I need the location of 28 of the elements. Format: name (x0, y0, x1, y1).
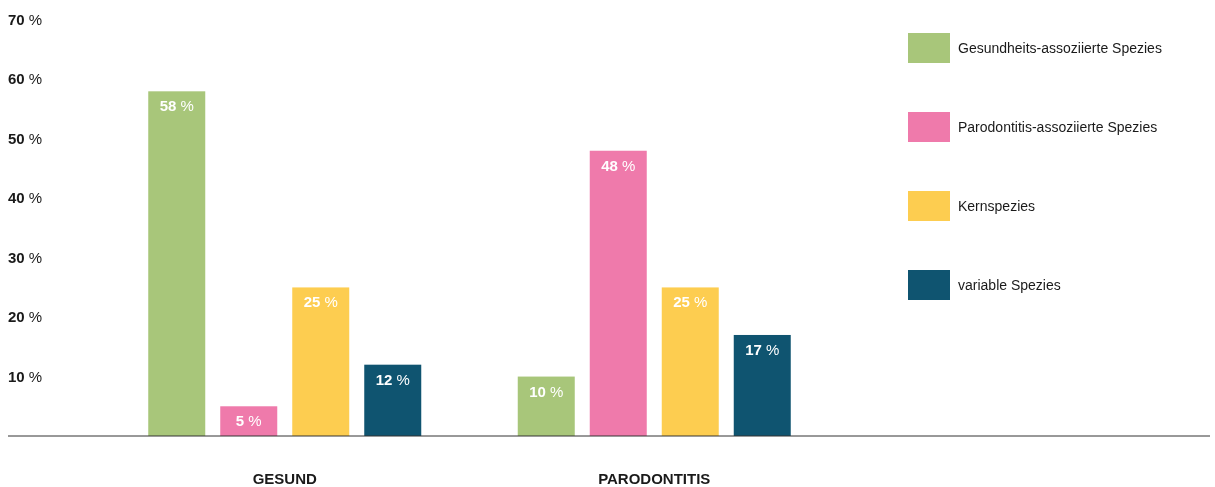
data-label: 17 % (745, 340, 780, 358)
bar (364, 364, 422, 436)
x-tick-label: PARODONTITIS (598, 470, 711, 487)
x-tick-label: GESUND (252, 470, 317, 487)
data-label: 25 % (673, 293, 708, 311)
bar (148, 91, 206, 436)
y-tick-label: 50 % (8, 129, 43, 147)
data-label: 25 % (303, 293, 338, 311)
legend-label: Gesundheits-assoziierte Spezies (958, 40, 1162, 56)
legend-label: Parodontitis-assoziierte Spezies (958, 119, 1158, 135)
data-label: 12 % (375, 370, 410, 388)
data-label: 5 % (235, 412, 262, 430)
y-tick-label: 10 % (8, 367, 43, 385)
bar (517, 376, 575, 436)
bar (733, 334, 791, 436)
y-tick-label: 60 % (8, 70, 43, 88)
y-tick-label: 40 % (8, 189, 43, 207)
legend-label: variable Spezies (958, 277, 1061, 293)
y-tick-label: 70 % (8, 11, 43, 28)
bar (292, 287, 350, 436)
data-label: 48 % (601, 156, 636, 174)
bar (589, 150, 647, 436)
bar (661, 287, 719, 436)
data-label: 58 % (159, 97, 194, 115)
y-tick-label: 20 % (8, 308, 43, 326)
data-label: 10 % (529, 382, 564, 400)
y-tick-label: 30 % (8, 248, 43, 266)
legend-label: Kernspezies (958, 198, 1036, 214)
